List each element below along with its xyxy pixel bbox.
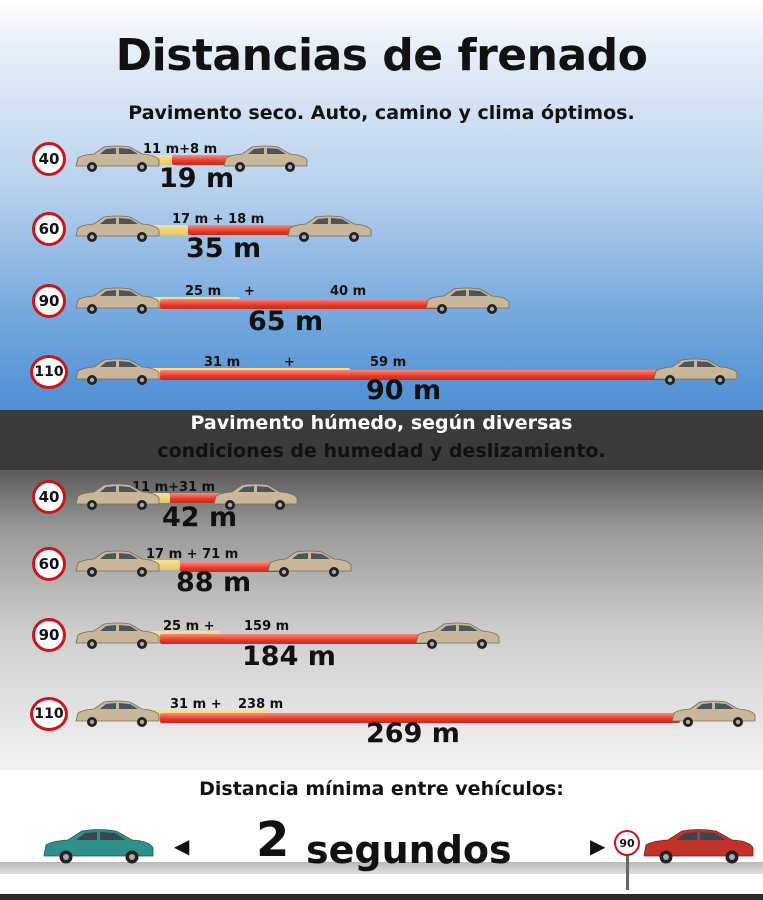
braking-bar [180,562,280,572]
reaction-bar [150,560,180,570]
car-icon [287,215,372,242]
gap-seconds-word: segundos [306,828,512,872]
distance-breakdown-label: 17 m + 71 m [146,547,239,562]
dry-subtitle: Pavimento seco. Auto, camino y clima ópt… [128,102,635,124]
distance-breakdown-label: 11 m+8 m [143,142,218,157]
car-icon [75,550,160,577]
braking-label: 238 m [238,697,284,712]
braking-label: 59 m [370,355,407,370]
speed-sign-90-wet: 90 [32,618,66,652]
braking-bar [160,713,680,723]
speed-sign-60-dry: 60 [32,212,66,246]
total-distance: 42 m [162,502,238,533]
car-icon [75,358,160,385]
left-arrow-icon: ◀ [174,834,190,858]
braking-bar [188,225,298,235]
total-distance: 269 m [366,718,460,749]
plus-sign: + [244,284,255,299]
speed-sign-40-dry: 40 [32,142,66,176]
gap-seconds-number: 2 [256,812,290,868]
braking-bar [170,493,230,503]
speed-sign-90-gap: 90 [614,830,640,856]
reaction-bar [150,225,188,235]
bottom-strip [0,894,763,900]
total-distance: 88 m [176,567,252,598]
wet-subtitle-line2: condiciones de humedad y deslizamiento. [157,440,606,462]
braking-bar [160,370,670,380]
car-icon [75,622,160,649]
braking-bar [160,634,430,644]
right-arrow-icon: ▶ [590,834,606,858]
car-icon [75,145,160,172]
reaction-bar [150,155,172,165]
reaction-bar [150,493,170,503]
car-icon [75,700,160,727]
section-divider-band [0,410,763,470]
car-icon [267,550,352,577]
car-icon [213,483,298,510]
car-icon [653,358,738,385]
speed-sign-110-dry: 110 [30,355,68,389]
dry-pavement-panel [0,0,763,410]
car-icon [415,622,500,649]
wet-subtitle-line1: Pavimento húmedo, según diversas [190,412,573,434]
speed-sign-110-wet: 110 [30,697,68,731]
distance-breakdown-label: 11 m+31 m [132,480,216,495]
total-distance: 184 m [242,641,336,672]
car-icon [75,215,160,242]
total-distance: 90 m [366,375,442,406]
car-icon [75,287,160,314]
speed-sign-40-wet: 40 [32,480,66,514]
braking-bar [160,299,440,309]
gap-title: Distancia mínima entre vehículos: [199,778,564,800]
plus-sign: + [284,355,295,370]
braking-label: 159 m [244,619,290,634]
speed-sign-90-dry: 90 [32,284,66,318]
car-icon [425,287,510,314]
page-title: Distancias de frenado [115,30,648,81]
car-icon [671,700,756,727]
braking-bar [172,155,232,165]
red-car-icon [643,829,754,864]
reaction-label: 31 m [204,355,241,370]
car-icon [75,483,160,510]
road-strip [0,862,763,874]
speed-sign-60-wet: 60 [32,547,66,581]
reaction-label: 25 m [185,284,222,299]
car-icon [223,145,308,172]
reaction-label: 25 m + [163,619,215,634]
total-distance: 35 m [186,233,262,264]
distance-breakdown-label: 17 m + 18 m [172,212,265,227]
reaction-label: 31 m + [170,697,222,712]
braking-label: 40 m [330,284,367,299]
total-distance: 65 m [248,306,324,337]
total-distance: 19 m [159,163,235,194]
teal-car-icon [43,829,154,864]
sign-post [626,850,629,890]
